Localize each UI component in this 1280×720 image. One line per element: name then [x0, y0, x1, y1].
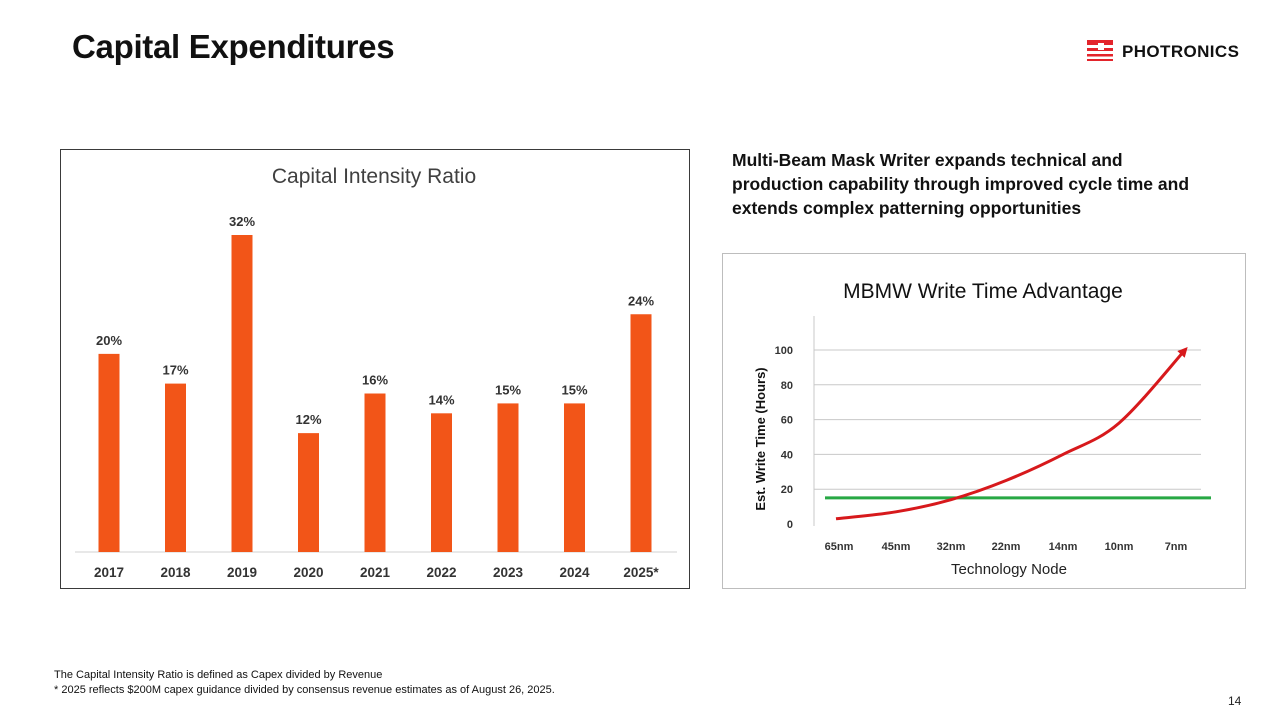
bar-2025-est	[630, 314, 652, 552]
bar-value-label: 15%	[495, 382, 521, 397]
line-chart-ylabel: Est. Write Time (Hours)	[753, 367, 768, 510]
logo-text: PHOTRONICS	[1122, 42, 1240, 61]
bar-value-label: 16%	[362, 373, 388, 388]
x-tick-label: 2025*	[623, 565, 659, 580]
line-chart-xlabel: Technology Node	[951, 561, 1067, 578]
capital-intensity-chart: Capital Intensity Ratio 20% 2017 17% 2018 32…	[75, 165, 677, 580]
photronics-logo-icon	[1087, 40, 1113, 61]
footnotes: The Capital Intensity Ratio is defined a…	[54, 668, 555, 698]
write-time-chart: MBMW Write Time Advantage 0 20 40 60 80 100 65…	[753, 280, 1211, 578]
bar-2021	[364, 393, 386, 552]
bar-2017	[98, 353, 120, 552]
company-logo: PHOTRONICS	[1087, 38, 1257, 66]
bar-value-label: 24%	[628, 293, 654, 308]
write-time-chart-panel: MBMW Write Time Advantage 0 20 40 60 80 100 65…	[722, 253, 1246, 589]
bar-value-label: 14%	[428, 392, 454, 407]
capital-intensity-chart-panel: Capital Intensity Ratio 20% 2017 17% 2018 32…	[60, 149, 690, 589]
bar-2024	[564, 403, 585, 552]
y-tick-label: 100	[775, 345, 793, 357]
x-tick-label: 2021	[360, 565, 391, 580]
x-tick-label: 10nm	[1105, 541, 1134, 553]
bar-chart-title: Capital Intensity Ratio	[272, 165, 476, 188]
write-time-trend-curve	[835, 347, 1188, 521]
x-tick-label: 2018	[160, 565, 191, 580]
bar-value-label: 12%	[295, 412, 321, 427]
bar-value-label: 17%	[162, 363, 188, 378]
x-tick-label: 2017	[94, 565, 124, 580]
y-tick-label: 60	[781, 415, 793, 427]
x-tick-label: 2022	[426, 565, 456, 580]
x-tick-label: 2019	[227, 565, 257, 580]
y-tick-label: 40	[781, 449, 793, 461]
bar-2019	[231, 235, 253, 552]
x-tick-label: 2023	[493, 565, 524, 580]
bar-value-label: 15%	[561, 382, 587, 397]
mbmw-description: Multi-Beam Mask Writer expands technical…	[732, 150, 1190, 218]
bar-2018	[165, 383, 186, 552]
slide-title: Capital Expenditures	[72, 28, 395, 65]
y-tick-label: 0	[787, 519, 793, 531]
y-tick-label: 20	[781, 484, 793, 496]
x-tick-label: 2020	[293, 565, 323, 580]
x-tick-label: 22nm	[992, 541, 1021, 553]
y-tick-label: 80	[781, 380, 793, 392]
x-tick-label: 2024	[559, 565, 590, 580]
page-number: 14	[1228, 694, 1242, 708]
x-tick-label: 45nm	[882, 541, 911, 553]
x-tick-label: 7nm	[1165, 541, 1188, 553]
line-chart-series	[825, 347, 1211, 521]
bar-value-label: 20%	[96, 333, 122, 348]
x-tick-label: 14nm	[1049, 541, 1078, 553]
bar-2022	[431, 413, 452, 552]
line-chart-title: MBMW Write Time Advantage	[843, 280, 1123, 303]
footnote-definition: The Capital Intensity Ratio is defined a…	[54, 669, 383, 681]
line-chart-grid: 0 20 40 60 80 100 65nm 45nm 32nm 22nm 14nm 10nm 7nm	[775, 345, 1201, 553]
x-tick-label: 65nm	[825, 541, 854, 553]
x-tick-label: 32nm	[937, 541, 966, 553]
bar-series: 20% 2017 17% 2018 32% 2019 12% 2020 16% 2021 14% 20…	[94, 214, 659, 580]
footnote-guidance: * 2025 reflects $200M capex guidance div…	[54, 684, 555, 696]
bar-2020	[298, 433, 319, 552]
bar-2023	[497, 403, 519, 552]
bar-value-label: 32%	[229, 214, 255, 229]
